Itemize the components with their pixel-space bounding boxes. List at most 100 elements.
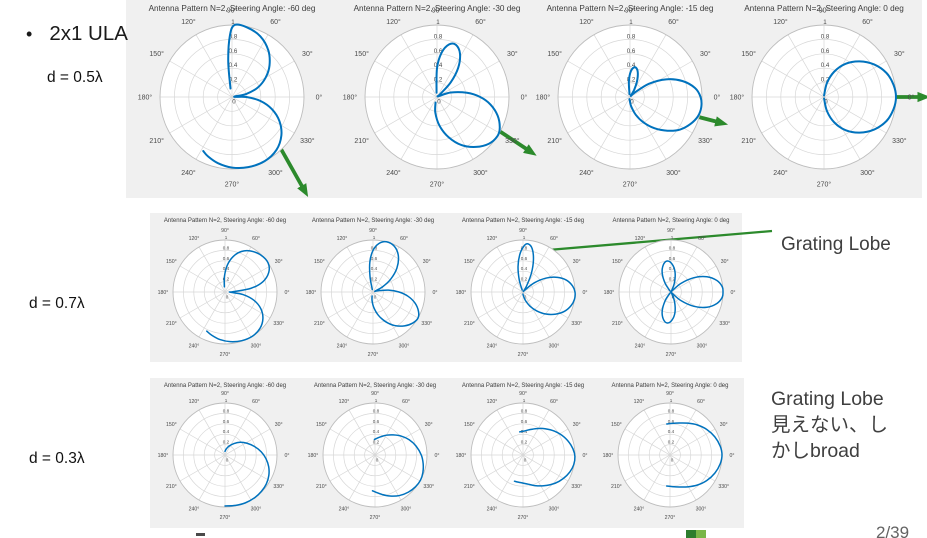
angle-tick-label: 210° <box>354 137 369 145</box>
radius-grid-ring <box>659 444 681 466</box>
radius-tick-label: 1 <box>225 235 228 240</box>
radius-tick-label: 0.6 <box>821 48 830 55</box>
angle-tick-label: 270° <box>225 181 240 189</box>
radius-grid-ring <box>379 39 495 155</box>
radius-grid-ring <box>557 24 703 170</box>
radius-grid-ring <box>183 413 267 497</box>
radius-grid-ring <box>202 67 262 127</box>
polar-plot-row2-col3: 0° 30° 60° 90° 120° 150° 180° 210° 240° 270° 300° 3… <box>456 218 588 358</box>
radius-tick-label: 0.8 <box>821 33 830 40</box>
angle-tick-label: 240° <box>386 169 401 177</box>
angle-tick-label: 330° <box>571 484 582 490</box>
radius-grid-ring <box>214 444 236 466</box>
angle-tick-label: 30° <box>275 259 283 265</box>
radius-grid-ring <box>364 24 510 170</box>
page-number: 2/39 <box>876 523 910 538</box>
radius-tick-label: 0.2 <box>371 277 378 282</box>
radius-tick-label: 0.8 <box>668 408 675 413</box>
angle-tick-label: 120° <box>635 236 646 242</box>
angle-tick-label: 90° <box>819 7 830 15</box>
angle-tick-label: 120° <box>337 236 348 242</box>
angle-tick-label: 150° <box>316 422 327 428</box>
angle-tick-label: 30° <box>573 259 581 265</box>
radius-grid-ring <box>780 53 868 141</box>
radius-tick-label: 0.4 <box>371 266 378 271</box>
angle-tick-label: 300° <box>696 507 707 513</box>
bullet-icon: • <box>26 24 33 44</box>
antenna-pattern-curve <box>371 434 425 497</box>
angle-tick-label: 330° <box>423 484 434 490</box>
grating-lobe-label: Grating Lobe <box>781 234 891 255</box>
angle-tick-label: 0° <box>521 94 528 102</box>
angle-tick-label: 30° <box>302 50 313 58</box>
radius-tick-label: 0.2 <box>668 440 675 445</box>
angle-tick-label: 330° <box>273 321 284 327</box>
radius-tick-label: 0.2 <box>373 440 380 445</box>
polar-plot-row2-col1: 0° 30° 60° 90° 120° 150° 180° 210° 240° 270° 300° 3… <box>158 218 290 358</box>
angle-tick-label: 240° <box>579 169 594 177</box>
angle-tick-label: 60° <box>252 399 260 405</box>
angle-tick-label: 330° <box>300 137 315 145</box>
angle-tick-label: 270° <box>368 352 379 358</box>
antenna-pattern-curve <box>513 427 576 487</box>
radius-tick-label: 0.6 <box>223 256 230 261</box>
angle-tick-label: 90° <box>667 228 675 234</box>
radius-grid-ring <box>320 239 426 345</box>
radius-grid-ring <box>660 281 682 303</box>
radius-origin-label: 0 <box>437 99 441 106</box>
radius-grid-ring <box>794 67 854 127</box>
angle-grid-line <box>179 428 271 482</box>
angle-grid-line <box>329 428 421 482</box>
angle-tick-label: 0° <box>316 94 323 102</box>
angle-tick-label: 180° <box>158 453 169 459</box>
angle-tick-label: 90° <box>221 391 229 397</box>
radius-tick-label: 0.8 <box>223 408 230 413</box>
slide-heading: 2x1 ULA <box>49 22 128 45</box>
angle-tick-label: 180° <box>158 290 169 296</box>
radius-tick-label: 0.4 <box>373 429 380 434</box>
angle-tick-label: 60° <box>550 399 558 405</box>
plot-title: Antenna Pattern N=2, Steering Angle: -30… <box>354 4 521 13</box>
angle-tick-label: 60° <box>270 18 281 26</box>
angle-tick-label: 90° <box>369 228 377 234</box>
angle-tick-label: 240° <box>487 344 498 350</box>
angle-tick-label: 30° <box>573 422 581 428</box>
slide-heading-row: • 2x1 ULA <box>26 22 128 46</box>
radius-grid-ring <box>333 413 417 497</box>
angle-tick-label: 0° <box>433 290 438 296</box>
angle-tick-label: 210° <box>741 137 756 145</box>
angle-tick-label: 180° <box>138 94 153 102</box>
radius-grid-ring <box>648 433 692 477</box>
angle-tick-label: 210° <box>314 321 325 327</box>
angle-tick-label: 180° <box>536 94 551 102</box>
radius-grid-ring <box>351 270 395 314</box>
polar-plot-row2-col2: 0° 30° 60° 90° 120° 150° 180° 210° 240° 270° 300° 3… <box>306 218 438 358</box>
radius-grid-ring <box>512 444 534 466</box>
radius-tick-label: 0.2 <box>521 277 528 282</box>
angle-tick-label: 30° <box>894 50 905 58</box>
radius-grid-ring <box>353 433 397 477</box>
angle-tick-label: 180° <box>306 290 317 296</box>
polar-plot-row1-col1: 0° 30° 60° 90° 120° 150° 180° 210° 240° 270° 300° 3… <box>138 4 323 189</box>
radius-tick-label: 0.8 <box>229 33 238 40</box>
radius-grid-ring <box>501 270 545 314</box>
angle-tick-label: 60° <box>668 18 679 26</box>
angle-tick-label: 270° <box>817 181 832 189</box>
radius-tick-label: 0.6 <box>434 48 443 55</box>
angle-tick-label: 120° <box>579 18 594 26</box>
angle-tick-label: 30° <box>700 50 711 58</box>
angle-tick-label: 210° <box>547 137 562 145</box>
antenna-pattern-curve <box>627 66 703 132</box>
radius-grid-ring <box>600 67 660 127</box>
radius-tick-label: 1 <box>629 19 633 26</box>
antenna-pattern-curve <box>665 422 723 488</box>
radius-tick-label: 1 <box>523 398 526 403</box>
angle-tick-label: 0° <box>583 453 588 459</box>
angle-tick-label: 300° <box>399 344 410 350</box>
radius-tick-label: 0.6 <box>521 256 528 261</box>
angle-tick-label: 210° <box>166 321 177 327</box>
radius-grid-ring <box>628 413 712 497</box>
angle-tick-label: 300° <box>251 507 262 513</box>
angle-tick-label: 0° <box>731 290 736 296</box>
antenna-pattern-curve <box>517 243 576 316</box>
